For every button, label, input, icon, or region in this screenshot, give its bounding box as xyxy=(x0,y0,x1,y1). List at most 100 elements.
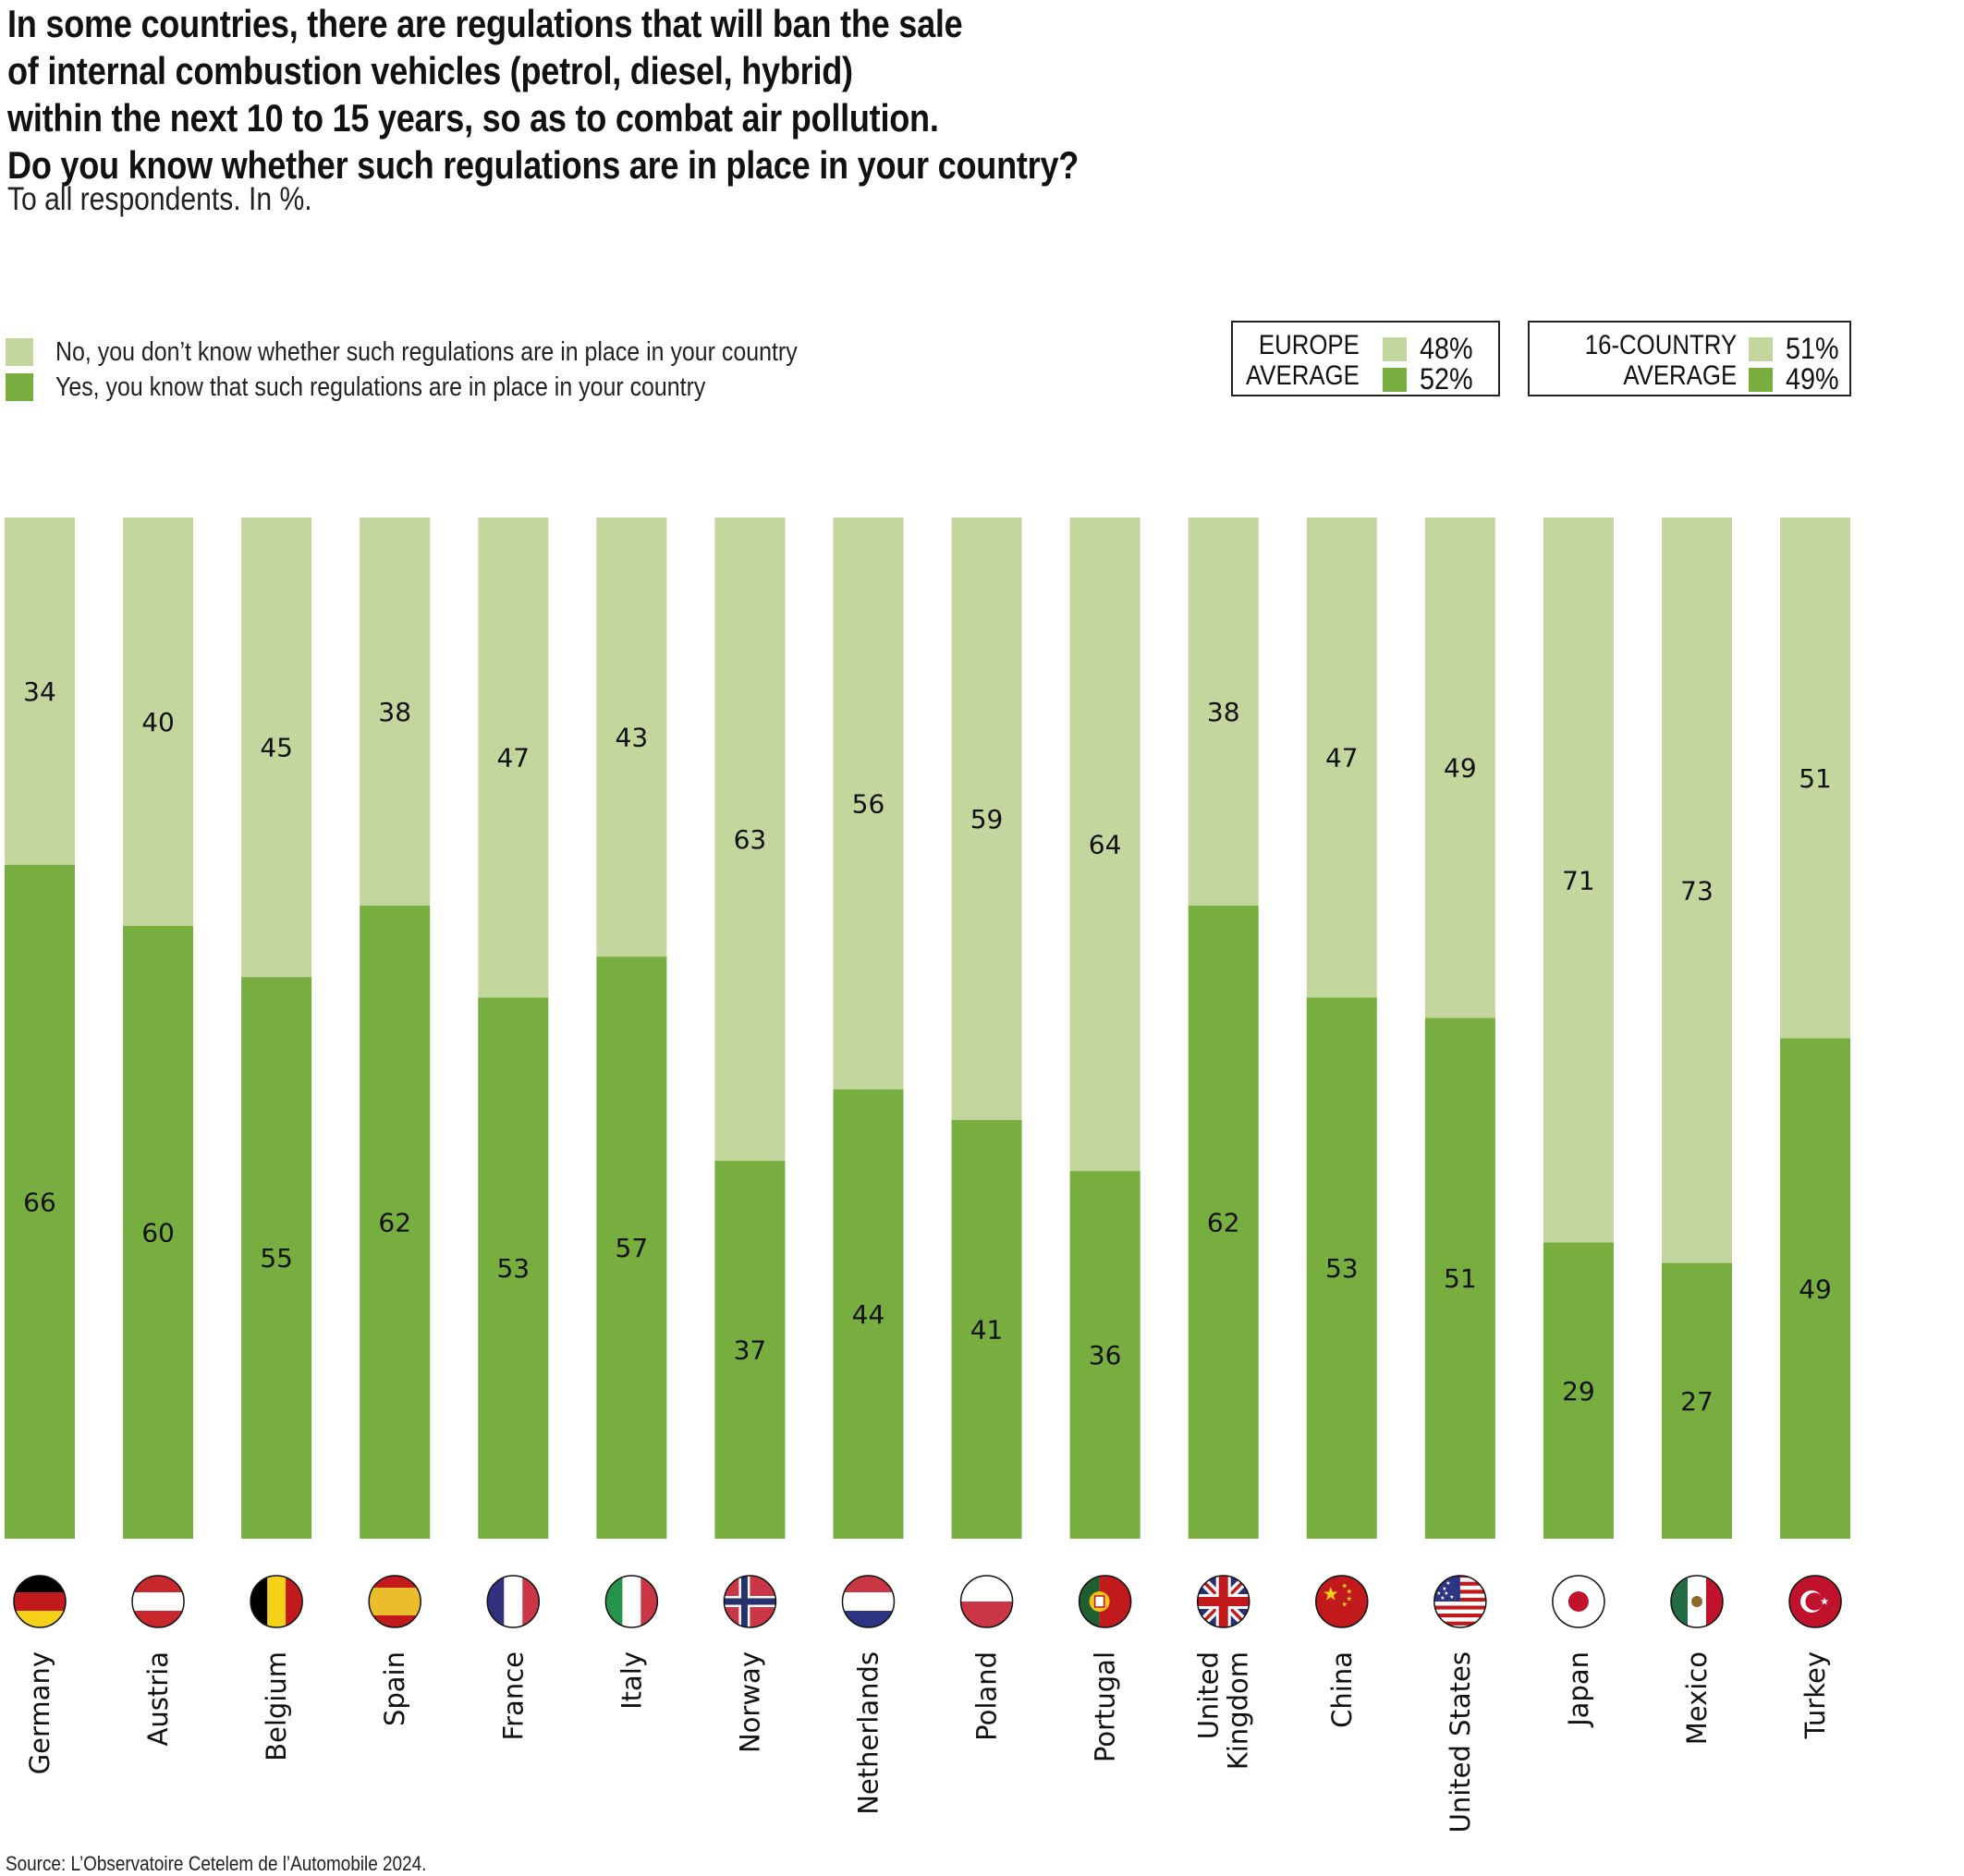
data-label-yes-poland: 41 xyxy=(970,1314,1004,1345)
data-label-yes-japan: 29 xyxy=(1562,1376,1595,1407)
europe-average-no-swatch xyxy=(1383,336,1407,361)
bar-group-belgium: 45 55 xyxy=(241,518,312,1539)
data-label-no-belgium: 45 xyxy=(260,733,293,763)
sixteen-country-average-name-2: AVERAGE xyxy=(1623,360,1737,391)
sixteen-country-average-no-value: 51% xyxy=(1786,332,1839,365)
category-label-austria: Austria xyxy=(142,1651,174,1746)
category-label-netherlands: Netherlands xyxy=(852,1651,884,1815)
data-label-yes-portugal: 36 xyxy=(1089,1340,1122,1370)
europe-average-yes-swatch xyxy=(1383,367,1407,392)
data-label-yes-mexico: 27 xyxy=(1680,1386,1714,1417)
uk-flag xyxy=(1196,1575,1250,1628)
europe-average-no-row: 48% xyxy=(1383,332,1479,366)
norway-flag xyxy=(723,1575,777,1628)
spain-flag xyxy=(368,1575,421,1628)
bar-yes-japan xyxy=(1543,1242,1614,1539)
title-line-2: of internal combustion vehicles (petrol,… xyxy=(7,49,853,92)
data-label-yes-germany: 66 xyxy=(23,1187,56,1217)
category-label-spain: Spain xyxy=(379,1651,410,1726)
data-label-yes-italy: 57 xyxy=(616,1233,649,1263)
europe-average-name-1: EUROPE xyxy=(1259,330,1360,360)
category-label-italy: Italy xyxy=(616,1651,647,1710)
legend-label-yes: Yes, you know that such regulations are … xyxy=(55,372,706,402)
bar-group-mexico: 73 27 xyxy=(1661,518,1732,1539)
category-label-portugal: Portugal xyxy=(1090,1651,1121,1762)
japan-flag xyxy=(1552,1575,1605,1628)
bar-no-poland xyxy=(951,518,1022,1120)
data-label-no-italy: 43 xyxy=(616,723,649,753)
data-label-no-china: 47 xyxy=(1325,743,1359,774)
chart-title: In some countries, there are regulations… xyxy=(7,0,1253,189)
bar-group-france: 47 53 xyxy=(478,518,549,1539)
portugal-flag xyxy=(1078,1575,1132,1628)
legend-item-no: No, you don’t know whether such regulati… xyxy=(6,335,918,370)
sixteen-country-average-yes-row: 49% xyxy=(1749,362,1845,396)
bar-group-norway: 63 37 xyxy=(714,518,786,1539)
bar-group-netherlands: 56 44 xyxy=(833,518,904,1539)
data-label-no-united-kingdom: 38 xyxy=(1207,697,1240,727)
category-label-belgium: Belgium xyxy=(261,1651,292,1761)
chart-subtitle: To all respondents. In %. xyxy=(7,181,312,217)
data-label-no-japan: 71 xyxy=(1562,865,1595,895)
legend-swatch-yes xyxy=(6,373,33,401)
germany-flag xyxy=(13,1575,67,1628)
bar-yes-poland xyxy=(951,1119,1022,1539)
bar-yes-mexico xyxy=(1661,1262,1732,1539)
bar-yes-netherlands xyxy=(833,1089,904,1539)
sixteen-country-average-yes-swatch xyxy=(1749,367,1773,392)
usa-flag xyxy=(1433,1575,1487,1628)
data-label-no-spain: 38 xyxy=(378,697,411,727)
data-label-yes-turkey: 49 xyxy=(1799,1273,1832,1304)
bar-yes-portugal xyxy=(1069,1171,1141,1539)
title-line-3: within the next 10 to 15 years, so as to… xyxy=(7,96,939,140)
bar-yes-spain xyxy=(360,905,431,1539)
category-label-china: China xyxy=(1326,1651,1358,1728)
bar-group-united-kingdom: 38 62 xyxy=(1188,518,1259,1539)
bar-no-united-states xyxy=(1424,518,1495,1018)
data-label-yes-united-kingdom: 62 xyxy=(1207,1207,1240,1237)
bar-no-netherlands xyxy=(833,518,904,1090)
category-label-united-kingdom-2: Kingdom xyxy=(1223,1651,1254,1770)
bar-group-italy: 43 57 xyxy=(596,518,667,1539)
europe-average-no-value: 48% xyxy=(1420,332,1473,365)
europe-average-yes-row: 52% xyxy=(1383,362,1479,396)
europe-average-yes-value: 52% xyxy=(1420,362,1473,396)
data-label-yes-austria: 60 xyxy=(141,1218,175,1249)
china-flag xyxy=(1315,1575,1369,1628)
bar-no-china xyxy=(1306,518,1377,998)
europe-average-box: EUROPE AVERAGE 48% 52% xyxy=(1231,321,1500,396)
bar-group-portugal: 64 36 xyxy=(1069,518,1141,1539)
data-label-no-mexico: 73 xyxy=(1680,875,1714,906)
bar-no-mexico xyxy=(1661,518,1732,1263)
turkey-flag xyxy=(1788,1575,1842,1628)
category-label-france: France xyxy=(497,1651,529,1740)
bar-no-portugal xyxy=(1069,518,1141,1172)
bar-yes-united-states xyxy=(1424,1017,1495,1539)
bar-group-united-states: 49 51 xyxy=(1424,518,1495,1539)
legend-swatch-no xyxy=(6,338,33,366)
legend-item-yes: Yes, you know that such regulations are … xyxy=(6,370,918,405)
category-label-poland: Poland xyxy=(971,1651,1003,1741)
netherlands-flag xyxy=(841,1575,896,1628)
france-flag xyxy=(486,1575,541,1628)
data-label-no-turkey: 51 xyxy=(1799,763,1832,794)
bar-yes-austria xyxy=(123,926,194,1539)
category-label-turkey: Turkey xyxy=(1799,1651,1831,1739)
bar-no-germany xyxy=(5,518,75,865)
bar-yes-united-kingdom xyxy=(1188,905,1259,1539)
data-label-no-norway: 63 xyxy=(734,824,767,855)
italy-flag xyxy=(604,1575,659,1628)
data-label-yes-china: 53 xyxy=(1325,1253,1359,1284)
data-label-no-poland: 59 xyxy=(970,804,1004,834)
bar-no-turkey xyxy=(1780,518,1851,1039)
data-label-no-france: 47 xyxy=(496,743,530,774)
austria-flag xyxy=(131,1575,185,1628)
bar-no-belgium xyxy=(241,518,312,978)
category-label-mexico: Mexico xyxy=(1681,1651,1713,1745)
data-label-no-germany: 34 xyxy=(23,676,56,707)
sixteen-country-average-name-1: 16-COUNTRY xyxy=(1584,330,1737,360)
bar-yes-turkey xyxy=(1780,1038,1851,1539)
bar-no-spain xyxy=(360,518,431,906)
data-label-yes-norway: 37 xyxy=(734,1335,767,1366)
